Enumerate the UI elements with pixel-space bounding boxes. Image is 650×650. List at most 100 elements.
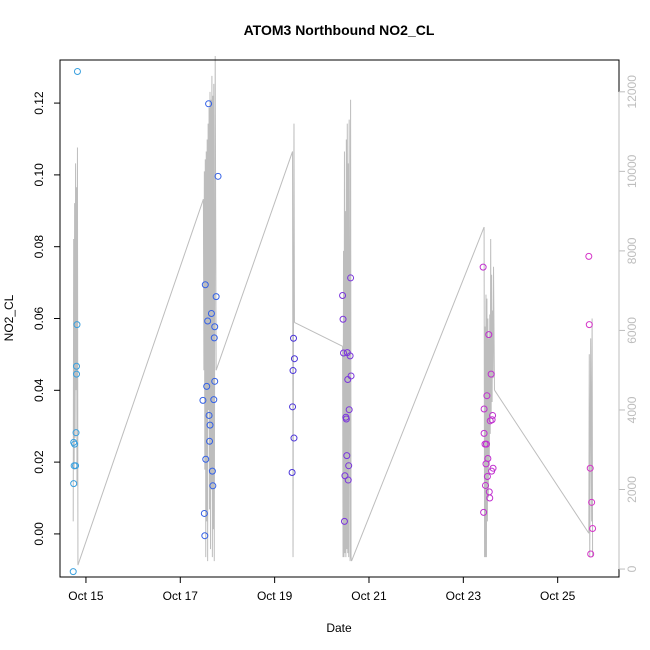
data-point (201, 281, 209, 289)
data-point (340, 517, 348, 525)
data-point (483, 392, 491, 400)
data-point (73, 67, 81, 75)
data-point (489, 464, 497, 472)
data-point (484, 455, 492, 463)
x-tick-label: Oct 19 (257, 589, 293, 603)
data-point (345, 406, 353, 414)
data-point (585, 252, 593, 260)
y-tick-label: 0.10 (32, 163, 46, 187)
data-point (479, 263, 487, 271)
data-point (485, 331, 493, 339)
altitude-line-ferry4 (351, 226, 485, 562)
data-point (72, 429, 80, 437)
data-point (72, 462, 80, 470)
data-point (345, 462, 353, 470)
data-point (73, 370, 81, 378)
data-point (347, 372, 355, 380)
data-point (200, 509, 208, 517)
y-tick-label: 0.04 (32, 378, 46, 402)
data-point (211, 377, 219, 385)
data-point (212, 293, 220, 301)
data-point (588, 498, 596, 506)
y2-tick-label: 6000 (625, 317, 639, 344)
y2-tick-label: 12000 (625, 75, 639, 109)
altitude-line-flight6 (588, 318, 594, 558)
y-tick-label: 0.00 (32, 522, 46, 546)
data-point (340, 349, 348, 357)
data-point (70, 480, 78, 488)
data-point (210, 334, 218, 342)
data-points-layer (69, 67, 597, 576)
data-point (73, 321, 81, 329)
data-point (202, 455, 210, 463)
data-point (342, 415, 350, 423)
data-point (480, 508, 488, 516)
altitude-line-ferry2 (215, 151, 294, 371)
x-tick-label: Oct 21 (351, 589, 387, 603)
data-point (339, 292, 347, 300)
data-point (339, 315, 347, 323)
y2-tick-label: 10000 (625, 154, 639, 188)
altitude-line-flight1 (72, 147, 79, 566)
data-point (201, 532, 209, 540)
data-point (214, 172, 222, 180)
altitude-line-ferry5 (494, 389, 590, 534)
data-point (482, 440, 490, 448)
altitude-line-ferry1 (77, 199, 204, 566)
data-point (487, 370, 495, 378)
x-axis-label: Date (326, 621, 352, 635)
data-point (488, 416, 496, 424)
data-point (210, 396, 218, 404)
data-point (586, 464, 594, 472)
y2-tick-label: 0 (625, 565, 639, 572)
y-axis-label: NO2_CL (2, 294, 16, 341)
data-point (480, 429, 488, 437)
x-tick-label: Oct 25 (540, 589, 576, 603)
data-point (204, 317, 212, 325)
data-point (207, 309, 215, 317)
x-axis: Oct 15 Oct 17 Oct 19 Oct 21 Oct 23 Oct 25 (68, 576, 576, 603)
altitude-line-flight4 (342, 99, 353, 562)
data-point (70, 438, 78, 446)
data-point (480, 405, 488, 413)
altitude-line-layer (72, 56, 594, 566)
y-tick-label: 0.08 (32, 235, 46, 259)
data-point (585, 321, 593, 329)
data-point (203, 382, 211, 390)
data-point (289, 367, 297, 375)
altitude-line-flight2 (202, 56, 217, 562)
data-point (344, 476, 352, 484)
data-point (482, 481, 489, 489)
altitude-line-flight3 (292, 123, 295, 558)
data-point (288, 469, 296, 477)
data-point (290, 434, 298, 442)
plot-frame (59, 59, 620, 578)
y2-tick-label: 8000 (625, 237, 639, 264)
data-point (346, 352, 354, 360)
data-point (211, 323, 219, 331)
x-tick-label: Oct 23 (446, 589, 482, 603)
data-point (486, 494, 494, 502)
x-tick-label: Oct 15 (68, 589, 104, 603)
data-point (341, 472, 349, 480)
altitude-line-flight5 (483, 227, 495, 558)
data-point (69, 568, 77, 576)
chart-title: ATOM3 Northbound NO2_CL (244, 22, 435, 38)
y-axis-left: 0.00 0.02 0.04 0.06 0.08 0.10 0.12 (32, 91, 61, 546)
data-point (205, 100, 213, 108)
x-tick-label: Oct 17 (163, 589, 199, 603)
y2-tick-label: 4000 (625, 396, 639, 423)
data-point (489, 411, 497, 419)
data-point (208, 467, 216, 475)
data-point (290, 355, 298, 363)
data-point (205, 411, 213, 419)
data-point (289, 403, 297, 411)
y-tick-label: 0.12 (32, 91, 46, 115)
data-point (206, 421, 214, 429)
data-point (199, 396, 207, 404)
data-point (343, 452, 351, 460)
y-axis-right: 0 2000 4000 6000 8000 10000 12000 (618, 75, 639, 572)
data-point (347, 274, 355, 282)
data-point (290, 334, 298, 342)
